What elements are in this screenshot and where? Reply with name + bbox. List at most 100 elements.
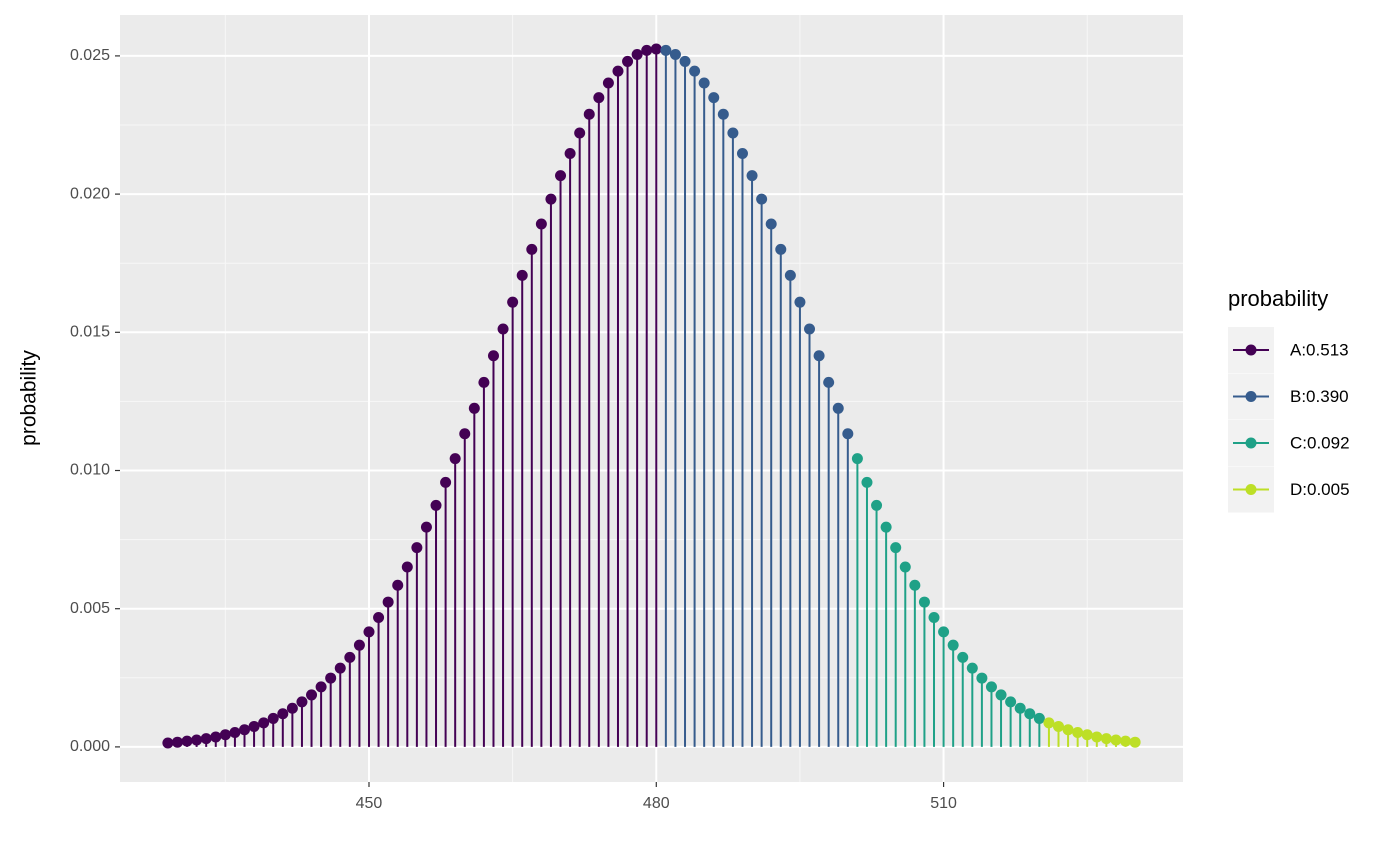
point	[851, 453, 863, 465]
legend-key-point	[1245, 484, 1257, 495]
point	[1033, 712, 1045, 724]
point	[171, 736, 183, 748]
point	[794, 296, 806, 308]
point	[1129, 736, 1141, 748]
point	[267, 712, 279, 724]
point	[957, 651, 969, 663]
point	[928, 612, 940, 624]
point	[669, 49, 681, 61]
point	[248, 720, 260, 732]
point	[1110, 734, 1122, 746]
point	[861, 476, 873, 488]
point	[784, 269, 796, 281]
point	[1072, 727, 1084, 739]
point	[306, 689, 318, 701]
x-tick-label: 480	[643, 795, 670, 812]
y-tick-label: 0.025	[70, 47, 110, 64]
point	[583, 108, 595, 120]
legend-key-point	[1245, 391, 1257, 402]
legend-label: C:0.092	[1290, 433, 1350, 452]
point	[1062, 724, 1074, 736]
point	[765, 218, 777, 230]
y-tick-label: 0.000	[70, 738, 110, 755]
point	[258, 717, 270, 729]
y-tick-label: 0.010	[70, 462, 110, 479]
series	[162, 43, 662, 749]
point	[162, 737, 174, 749]
point	[1024, 708, 1036, 720]
point	[507, 296, 519, 308]
x-tick-label: 510	[930, 795, 957, 812]
point	[679, 55, 691, 67]
point	[392, 579, 404, 591]
point	[1053, 720, 1065, 732]
point	[373, 612, 385, 624]
point	[746, 170, 758, 182]
point	[947, 639, 959, 651]
point	[181, 735, 193, 747]
point	[344, 651, 356, 663]
legend-label: D:0.005	[1290, 480, 1350, 499]
point	[238, 724, 250, 736]
point	[526, 243, 538, 255]
point	[487, 350, 499, 362]
point	[516, 269, 528, 281]
point	[296, 696, 308, 708]
point	[315, 681, 327, 693]
point	[219, 729, 231, 741]
point	[286, 702, 298, 714]
point	[775, 243, 787, 255]
legend-key-point	[1245, 437, 1257, 449]
point	[555, 170, 567, 182]
point	[727, 127, 739, 139]
point	[832, 402, 844, 414]
x-tick-label: 450	[356, 795, 383, 812]
point	[478, 376, 490, 388]
legend-label: B:0.390	[1290, 387, 1349, 406]
point	[401, 561, 413, 573]
point	[1120, 735, 1132, 747]
point	[1043, 717, 1055, 729]
point	[689, 65, 701, 77]
point	[899, 561, 911, 573]
point	[880, 521, 892, 533]
series	[1043, 717, 1141, 748]
point	[909, 579, 921, 591]
point	[535, 218, 547, 230]
y-tick-label: 0.015	[70, 324, 110, 341]
point	[871, 499, 883, 511]
point	[736, 147, 748, 159]
point	[277, 708, 289, 720]
point	[420, 521, 432, 533]
point	[363, 626, 375, 638]
point	[353, 639, 365, 651]
point	[660, 44, 672, 56]
plot-panel	[120, 15, 1183, 782]
point	[842, 428, 854, 440]
point	[708, 92, 720, 104]
point	[698, 77, 710, 89]
point	[985, 681, 997, 693]
y-axis-title: probability	[18, 350, 41, 446]
point	[468, 402, 480, 414]
point	[823, 376, 835, 388]
point	[1005, 696, 1017, 708]
point	[382, 596, 394, 608]
legend-title: probability	[1228, 286, 1328, 311]
point	[545, 193, 557, 205]
y-tick-label: 0.020	[70, 185, 110, 202]
point	[430, 499, 442, 511]
point	[593, 92, 605, 104]
point	[411, 542, 423, 554]
point	[1100, 733, 1112, 745]
point	[890, 542, 902, 554]
point	[191, 734, 203, 746]
point	[200, 733, 212, 745]
legend-label: A:0.513	[1290, 340, 1349, 359]
point	[804, 323, 816, 335]
point	[650, 43, 662, 55]
point	[229, 727, 241, 739]
point	[641, 44, 653, 56]
point	[622, 55, 634, 67]
